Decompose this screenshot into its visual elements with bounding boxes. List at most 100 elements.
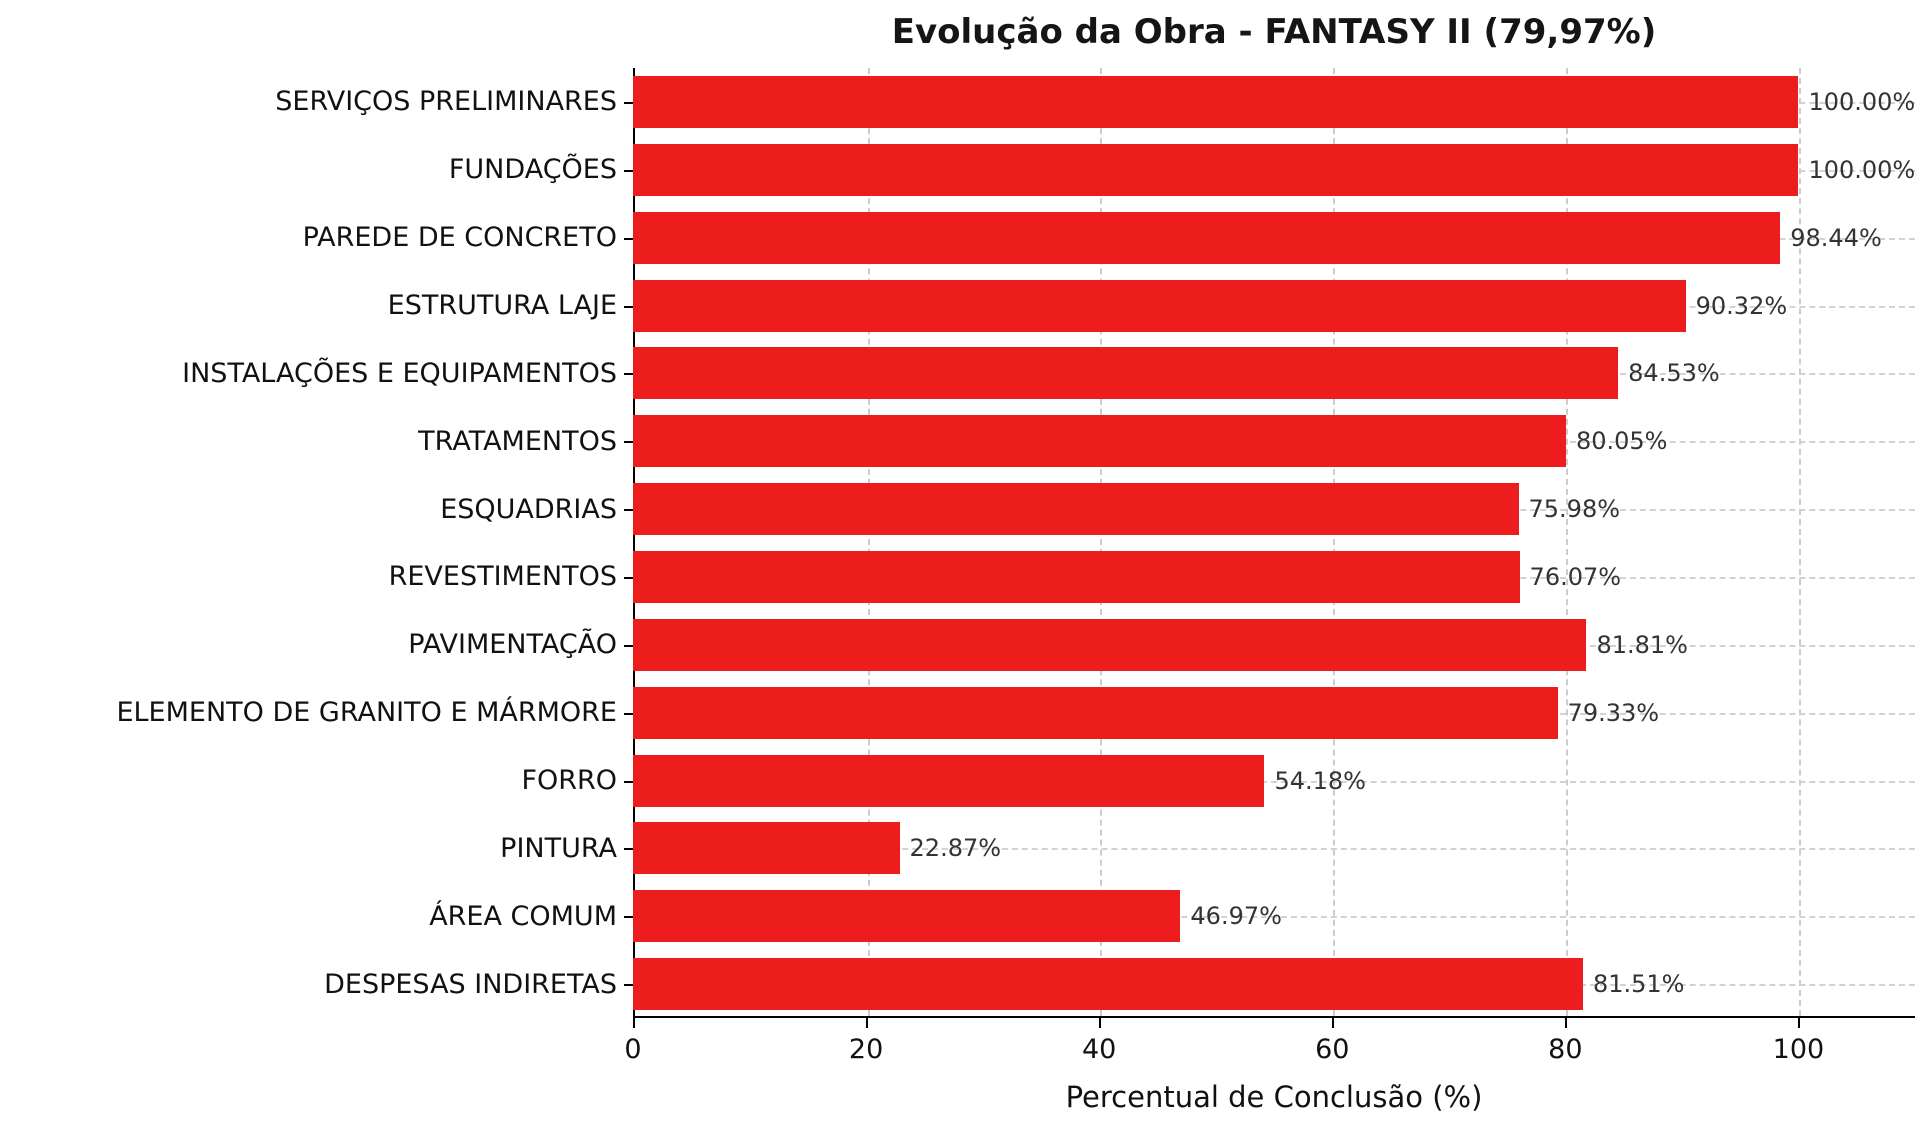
bar <box>633 279 1686 332</box>
category-label: ÁREA COMUM <box>429 900 617 932</box>
vertical-gridline <box>867 68 870 1016</box>
category-label: INSTALAÇÕES E EQUIPAMENTOS <box>182 357 617 389</box>
y-tick-mark <box>624 237 633 240</box>
vertical-gridline <box>1100 68 1103 1016</box>
bar <box>633 143 1799 196</box>
value-label: 75.98% <box>1528 495 1621 524</box>
category-label: SERVIÇOS PRELIMINARES <box>275 86 617 118</box>
value-label: 80.05% <box>1575 427 1668 456</box>
bar-row: FORRO 54.18% <box>0 747 1920 815</box>
x-tick-mark <box>1798 1018 1801 1028</box>
bar-track: 22.87% <box>633 814 1915 882</box>
x-tick-mark <box>633 1018 635 1028</box>
bar <box>633 822 900 875</box>
bar-track: 80.05% <box>633 407 1915 475</box>
plot-area <box>633 68 1915 1018</box>
category-label: PAREDE DE CONCRETO <box>302 222 617 254</box>
value-label: 22.87% <box>909 834 1002 863</box>
y-tick-mark <box>624 916 633 919</box>
horizontal-gridline <box>633 780 1915 783</box>
bar-track: 81.51% <box>633 950 1915 1018</box>
y-tick-mark <box>624 441 633 444</box>
x-tick-mark <box>1099 1018 1102 1028</box>
bar-row: REVESTIMENTOS 76.07% <box>0 543 1920 611</box>
bar <box>633 958 1583 1011</box>
x-tick-label: 100 <box>1772 1034 1825 1065</box>
rows: SERVIÇOS PRELIMINARES 100.00% FUNDAÇÕES 100… <box>0 68 1920 1018</box>
category-label: REVESTIMENTOS <box>388 561 617 593</box>
chart-title: Evolução da Obra - FANTASY II (79,97%) <box>891 12 1657 52</box>
category-label: ESQUADRIAS <box>440 493 617 525</box>
bar <box>633 754 1265 807</box>
bar-track: 75.98% <box>633 475 1915 543</box>
category-label: FORRO <box>521 765 617 797</box>
category-label: PAVIMENTAÇÃO <box>408 629 617 661</box>
value-label: 90.32% <box>1695 291 1788 320</box>
bar <box>633 618 1587 671</box>
y-tick-mark <box>624 509 633 512</box>
category-label: FUNDAÇÕES <box>448 154 617 186</box>
bar-track: 76.07% <box>633 543 1915 611</box>
category-label: TRATAMENTOS <box>418 425 617 457</box>
x-tick-label: 40 <box>1081 1034 1117 1065</box>
vertical-gridline <box>1565 68 1568 1016</box>
bar-track: 100.00% <box>633 68 1915 136</box>
horizontal-gridline <box>633 916 1915 919</box>
bar-row: DESPESAS INDIRETAS 81.51% <box>0 950 1920 1018</box>
category-label: ELEMENTO DE GRANITO E MÁRMORE <box>116 697 617 729</box>
value-label: 81.81% <box>1596 630 1688 659</box>
bar-row: ELEMENTO DE GRANITO E MÁRMORE 79.33% <box>0 679 1920 747</box>
y-tick-mark <box>624 169 633 172</box>
bar-row: INSTALAÇÕES E EQUIPAMENTOS 84.53% <box>0 339 1920 407</box>
y-tick-mark <box>624 780 633 783</box>
bar-track: 98.44% <box>633 204 1915 272</box>
y-tick-mark <box>624 712 633 715</box>
y-tick-mark <box>624 373 633 376</box>
bar <box>633 550 1520 603</box>
x-tick-label: 20 <box>848 1034 884 1065</box>
x-axis-label: Percentual de Conclusão (%) <box>1065 1080 1483 1114</box>
bar-row: PAREDE DE CONCRETO 98.44% <box>0 204 1920 272</box>
value-label: 54.18% <box>1274 766 1366 795</box>
bar-track: 54.18% <box>633 747 1915 815</box>
bar-track: 100.00% <box>633 136 1915 204</box>
y-tick-mark <box>624 101 633 104</box>
bar <box>633 75 1799 128</box>
bar-row: ESTRUTURA LAJE 90.32% <box>0 272 1920 340</box>
bar-row: ESQUADRIAS 75.98% <box>0 475 1920 543</box>
category-label: ESTRUTURA LAJE <box>387 290 617 321</box>
x-tick-mark <box>1332 1018 1335 1028</box>
x-tick-label: 60 <box>1315 1034 1350 1065</box>
horizontal-gridline <box>633 848 1915 851</box>
bar-track: 90.32% <box>633 272 1915 340</box>
bar-row: SERVIÇOS PRELIMINARES 100.00% <box>0 68 1920 136</box>
value-label: 76.07% <box>1529 562 1622 591</box>
bar-row: FUNDAÇÕES 100.00% <box>0 136 1920 204</box>
bar-row: PAVIMENTAÇÃO 81.81% <box>0 611 1920 679</box>
bar <box>633 211 1781 264</box>
x-tick-label: 0 <box>624 1034 642 1065</box>
x-tick-label: 80 <box>1548 1034 1583 1065</box>
value-label: 81.51% <box>1592 970 1685 999</box>
bar-track: 46.97% <box>633 882 1915 950</box>
category-label: DESPESAS INDIRETAS <box>324 968 617 1000</box>
bar-track: 79.33% <box>633 679 1915 747</box>
bar <box>633 686 1558 739</box>
x-tick-mark <box>1565 1018 1568 1028</box>
bar <box>633 415 1566 468</box>
y-tick-mark <box>624 848 633 851</box>
value-label: 100.00% <box>1808 155 1916 184</box>
value-label: 79.33% <box>1567 698 1660 727</box>
bar <box>633 890 1181 943</box>
vertical-gridline <box>1798 68 1801 1016</box>
bar-track: 81.81% <box>633 611 1915 679</box>
x-axis: 0 20 40 60 80 100 <box>624 1018 1915 1078</box>
x-tick-mark <box>866 1018 869 1028</box>
y-tick-mark <box>624 576 633 579</box>
category-label: PINTURA <box>500 832 617 864</box>
bar-row: PINTURA 22.87% <box>0 814 1920 882</box>
y-tick-mark <box>624 984 633 987</box>
vertical-gridline <box>1333 68 1336 1016</box>
y-tick-mark <box>624 644 633 647</box>
